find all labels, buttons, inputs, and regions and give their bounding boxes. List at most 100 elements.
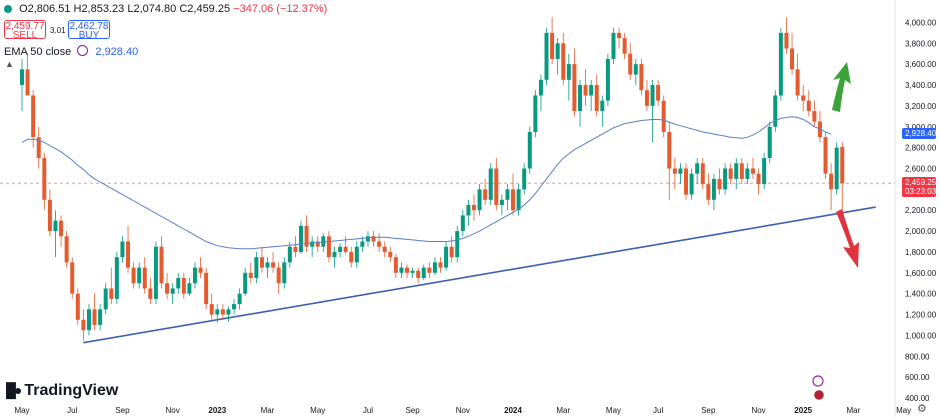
indicator-legend[interactable]: EMA 50 close 2,928.40 [4,45,138,58]
x-tick-label: Jul [363,406,373,415]
candle-body [92,309,97,325]
candle-body [243,272,248,294]
x-tick-label: 2023 [208,406,226,415]
candle-body [572,64,577,112]
candle-body [511,189,516,211]
candle-body [600,100,605,112]
y-tick-label: 1,000.00 [905,331,937,340]
indicator-label: EMA 50 close [4,46,72,58]
candle-body [259,257,264,268]
tradingview-logo: █● TradingView [6,382,118,400]
candle-timer: 03:23:03 [905,187,937,196]
candle-body [444,246,449,268]
candle-body [153,246,158,299]
event-icon [812,375,824,387]
candle-body [538,79,543,96]
candle-body [304,225,309,247]
candle-body [678,168,683,174]
candle-body [533,95,538,132]
candle-body [98,309,103,325]
y-tick-label: 1,200.00 [905,311,937,320]
x-tick-label: May [606,406,621,415]
candle-body [550,32,555,59]
candle-body [332,251,337,258]
x-tick-label: Jul [653,406,663,415]
y-tick-label: 3,600.00 [905,60,937,69]
candle-body [516,189,521,211]
candle-body [806,100,811,112]
candle-body [561,43,566,80]
buy-button[interactable]: 2,462.78 BUY [68,20,110,41]
sell-price: 2,459.77 [5,21,45,32]
candle-body [795,69,800,96]
candle-body [711,178,716,200]
y-tick-label: 600.00 [905,373,930,382]
candle-body [248,272,253,279]
candle-body [282,262,287,284]
y-tick-label: 1,400.00 [905,290,937,299]
candle-body [566,64,571,80]
ema50-line [21,116,832,250]
x-tick-label: Sep [115,406,130,415]
candle-body [767,126,772,159]
candle-body [377,241,382,247]
y-tick-label: 3,400.00 [905,81,937,90]
candle-body [75,293,80,320]
candle-body [126,241,131,268]
x-tick-label: Sep [701,406,716,415]
candle-body [421,267,426,279]
candle-body [695,163,700,174]
candle-body [834,147,839,190]
collapse-legend-icon[interactable]: ▲ [5,59,14,69]
x-tick-label: Mar [556,406,570,415]
axis-settings-icon[interactable]: ⚙ [917,403,927,415]
candle-body [232,304,237,310]
x-tick-label: Nov [751,406,765,415]
candle-body [192,267,197,284]
candle-body [365,236,370,242]
candle-body [684,168,689,195]
candle-body [661,100,666,132]
candle-body [589,85,594,96]
candle-body [114,257,119,299]
x-tick-label: 2024 [504,406,522,415]
candle-body [25,69,30,96]
high-value: H2,853.23 [73,3,125,15]
sell-button[interactable]: 2,459.77 SELL [4,20,46,41]
candle-body [159,246,164,284]
candle-body [605,58,610,101]
candle-body [790,48,795,70]
x-tick-label: Nov [456,406,470,415]
candle-body [59,220,64,237]
candle-body [287,246,292,263]
x-tick-label: Jul [67,406,77,415]
open-value: O2,806.51 [19,3,71,15]
brand-name: TradingView [24,382,119,399]
x-tick-label: May [310,406,325,415]
buy-label: BUY [78,30,100,41]
x-tick-label: May [14,406,29,415]
candle-body [176,278,181,289]
candle-body [215,309,220,315]
candle-body [739,163,744,179]
x-tick-label: Sep [405,406,420,415]
candle-body [81,319,86,331]
x-tick-label: Nov [166,406,180,415]
candle-body [734,163,739,179]
candle-body [723,168,728,190]
ohlc-readout: O2,806.51 H2,853.23 L2,074.80 C2,459.25 … [4,3,327,15]
candle-body [499,199,504,205]
candle-body [773,95,778,127]
tradingview-logo-icon: █● [6,382,22,398]
indicator-settings-icon[interactable] [77,45,89,56]
candle-body [53,220,58,232]
candle-body [70,262,75,294]
candle-body [578,85,582,112]
candle-body [103,288,108,310]
candle-body [198,267,203,273]
candle-body [717,178,722,190]
trendline [83,206,876,344]
candle-body [438,262,443,268]
current-price-value: 2,459.25 [905,178,937,187]
